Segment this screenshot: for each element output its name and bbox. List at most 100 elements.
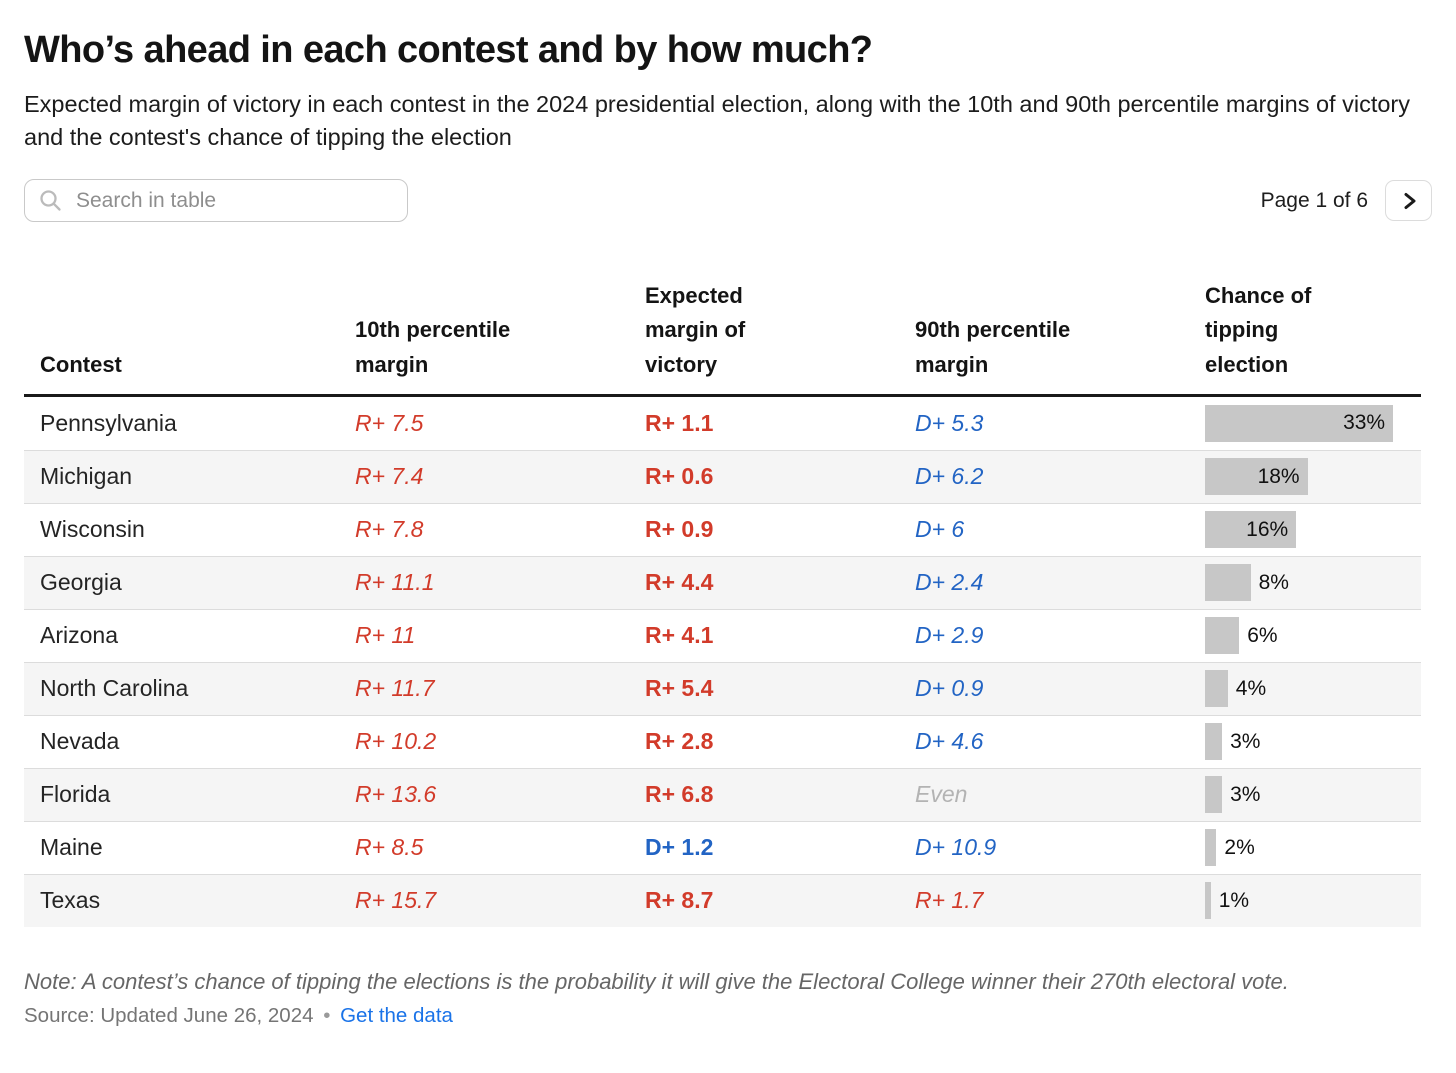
chance-label: 2% xyxy=(1224,835,1255,859)
p10-margin-value: R+ 10.2 xyxy=(355,728,437,755)
search-input[interactable] xyxy=(74,187,397,214)
contest-name: Nevada xyxy=(40,728,120,755)
table-row: Pennsylvania R+ 7.5 R+ 1.1 D+ 5.3 33% xyxy=(24,397,1421,450)
chance-cell: 3% xyxy=(1205,716,1421,768)
table-row: Georgia R+ 11.1 R+ 4.4 D+ 2.4 8% xyxy=(24,555,1421,609)
contest-name: North Carolina xyxy=(40,675,189,702)
table-row: Nevada R+ 10.2 R+ 2.8 D+ 4.6 3% xyxy=(24,714,1421,768)
chance-cell: 33% xyxy=(1205,397,1421,450)
chance-cell: 18% xyxy=(1205,451,1421,503)
description: Expected margin of victory in each conte… xyxy=(24,90,1410,150)
chance-label: 18% xyxy=(1257,464,1300,488)
chance-bar: 18% xyxy=(1205,458,1308,496)
column-header-chance: Chance of tipping election xyxy=(1205,283,1312,377)
contest-name: Arizona xyxy=(40,622,118,649)
table-body: Pennsylvania R+ 7.5 R+ 1.1 D+ 5.3 33% Mi… xyxy=(24,397,1421,927)
p10-margin-value: R+ 11 xyxy=(355,622,416,649)
p10-margin-value: R+ 7.5 xyxy=(355,409,424,436)
p10-margin-value: R+ 7.4 xyxy=(355,463,424,490)
expected-margin-value: R+ 1.1 xyxy=(645,409,714,436)
p90-margin-value: D+ 2.4 xyxy=(915,569,984,596)
chance-bar: 2% xyxy=(1205,829,1255,867)
chance-bar: 8% xyxy=(1205,564,1289,602)
expected-margin-value: D+ 1.2 xyxy=(645,834,714,861)
expected-margin-value: R+ 0.6 xyxy=(645,463,714,490)
source-line: Source: Updated June 26, 2024 • Get the … xyxy=(24,1004,1432,1028)
column-header-expected: Expected margin of victory xyxy=(645,283,746,377)
p10-margin-value: R+ 15.7 xyxy=(355,887,437,914)
table-header-row: Contest 10th percentile margin Expected … xyxy=(24,279,1421,397)
contest-table: Contest 10th percentile margin Expected … xyxy=(24,279,1421,927)
source-separator: • xyxy=(323,1003,331,1027)
chance-bar: 1% xyxy=(1205,882,1249,920)
p90-margin-value: D+ 5.3 xyxy=(915,409,984,436)
p90-margin-value: D+ 4.6 xyxy=(915,728,984,755)
source-text: Source: Updated June 26, 2024 xyxy=(24,1003,314,1027)
contest-name: Georgia xyxy=(40,569,122,596)
chance-cell: 6% xyxy=(1205,610,1421,662)
chance-cell: 2% xyxy=(1205,822,1421,874)
table-widget: Who’s ahead in each contest and by how m… xyxy=(24,29,1432,1028)
get-data-link[interactable]: Get the data xyxy=(340,1003,453,1027)
table-row: Florida R+ 13.6 R+ 6.8 Even 3% xyxy=(24,767,1421,821)
expected-margin-value: R+ 5.4 xyxy=(645,675,714,702)
contest-name: Texas xyxy=(40,887,101,914)
chance-bar: 16% xyxy=(1205,511,1297,549)
chance-label: 3% xyxy=(1230,729,1261,753)
p90-margin-value: Even xyxy=(915,781,968,808)
chance-label: 3% xyxy=(1230,782,1261,806)
expected-margin-value: R+ 4.4 xyxy=(645,569,714,596)
toolbar: Page 1 of 6 xyxy=(24,179,1432,223)
footnote: Note: A contest’s chance of tipping the … xyxy=(24,968,1289,994)
contest-name: Wisconsin xyxy=(40,516,145,543)
chance-label: 33% xyxy=(1343,411,1386,435)
p10-margin-value: R+ 11.1 xyxy=(355,569,435,596)
p10-margin-value: R+ 13.6 xyxy=(355,781,437,808)
column-header-p10: 10th percentile margin xyxy=(355,317,511,377)
chance-label: 4% xyxy=(1235,676,1267,700)
pagination: Page 1 of 6 xyxy=(1261,180,1432,222)
contest-name: Michigan xyxy=(40,463,133,490)
p10-margin-value: R+ 8.5 xyxy=(355,834,424,861)
p10-margin-value: R+ 11.7 xyxy=(355,675,435,702)
p90-margin-value: D+ 10.9 xyxy=(915,834,997,861)
column-header-contest: Contest xyxy=(40,351,122,377)
table-row: Arizona R+ 11 R+ 4.1 D+ 2.9 6% xyxy=(24,608,1421,662)
search-box[interactable] xyxy=(24,179,408,223)
expected-margin-value: R+ 0.9 xyxy=(645,516,714,543)
p90-margin-value: D+ 2.9 xyxy=(915,622,984,649)
contest-name: Maine xyxy=(40,834,103,861)
contest-name: Florida xyxy=(40,781,111,808)
chance-label: 6% xyxy=(1247,623,1278,647)
p10-margin-value: R+ 7.8 xyxy=(355,516,424,543)
column-header-p90: 90th percentile margin xyxy=(915,317,1071,377)
expected-margin-value: R+ 4.1 xyxy=(645,622,714,649)
chance-bar: 3% xyxy=(1205,723,1260,761)
table-row: Texas R+ 15.7 R+ 8.7 R+ 1.7 1% xyxy=(24,873,1421,927)
chevron-right-icon xyxy=(1404,192,1415,209)
p90-margin-value: D+ 6.2 xyxy=(915,463,984,490)
chance-bar: 4% xyxy=(1205,670,1266,708)
chance-cell: 1% xyxy=(1205,875,1421,927)
table-row: Maine R+ 8.5 D+ 1.2 D+ 10.9 2% xyxy=(24,820,1421,874)
chance-cell: 16% xyxy=(1205,504,1421,556)
p90-margin-value: D+ 6 xyxy=(915,516,965,543)
expected-margin-value: R+ 2.8 xyxy=(645,728,714,755)
table-row: North Carolina R+ 11.7 R+ 5.4 D+ 0.9 4% xyxy=(24,661,1421,715)
table-row: Michigan R+ 7.4 R+ 0.6 D+ 6.2 18% xyxy=(24,449,1421,503)
p90-margin-value: R+ 1.7 xyxy=(915,887,984,914)
expected-margin-value: R+ 8.7 xyxy=(645,887,714,914)
p90-margin-value: D+ 0.9 xyxy=(915,675,984,702)
contest-name: Pennsylvania xyxy=(40,409,177,436)
search-icon xyxy=(40,190,61,211)
next-page-button[interactable] xyxy=(1385,180,1432,222)
chance-label: 1% xyxy=(1218,888,1250,912)
table-row: Wisconsin R+ 7.8 R+ 0.9 D+ 6 16% xyxy=(24,502,1421,556)
page-title: Who’s ahead in each contest and by how m… xyxy=(24,29,873,71)
chance-cell: 8% xyxy=(1205,557,1421,609)
expected-margin-value: R+ 6.8 xyxy=(645,781,714,808)
chance-cell: 3% xyxy=(1205,769,1421,821)
chance-cell: 4% xyxy=(1205,663,1421,715)
chance-label: 16% xyxy=(1246,517,1289,541)
chance-label: 8% xyxy=(1258,570,1289,594)
